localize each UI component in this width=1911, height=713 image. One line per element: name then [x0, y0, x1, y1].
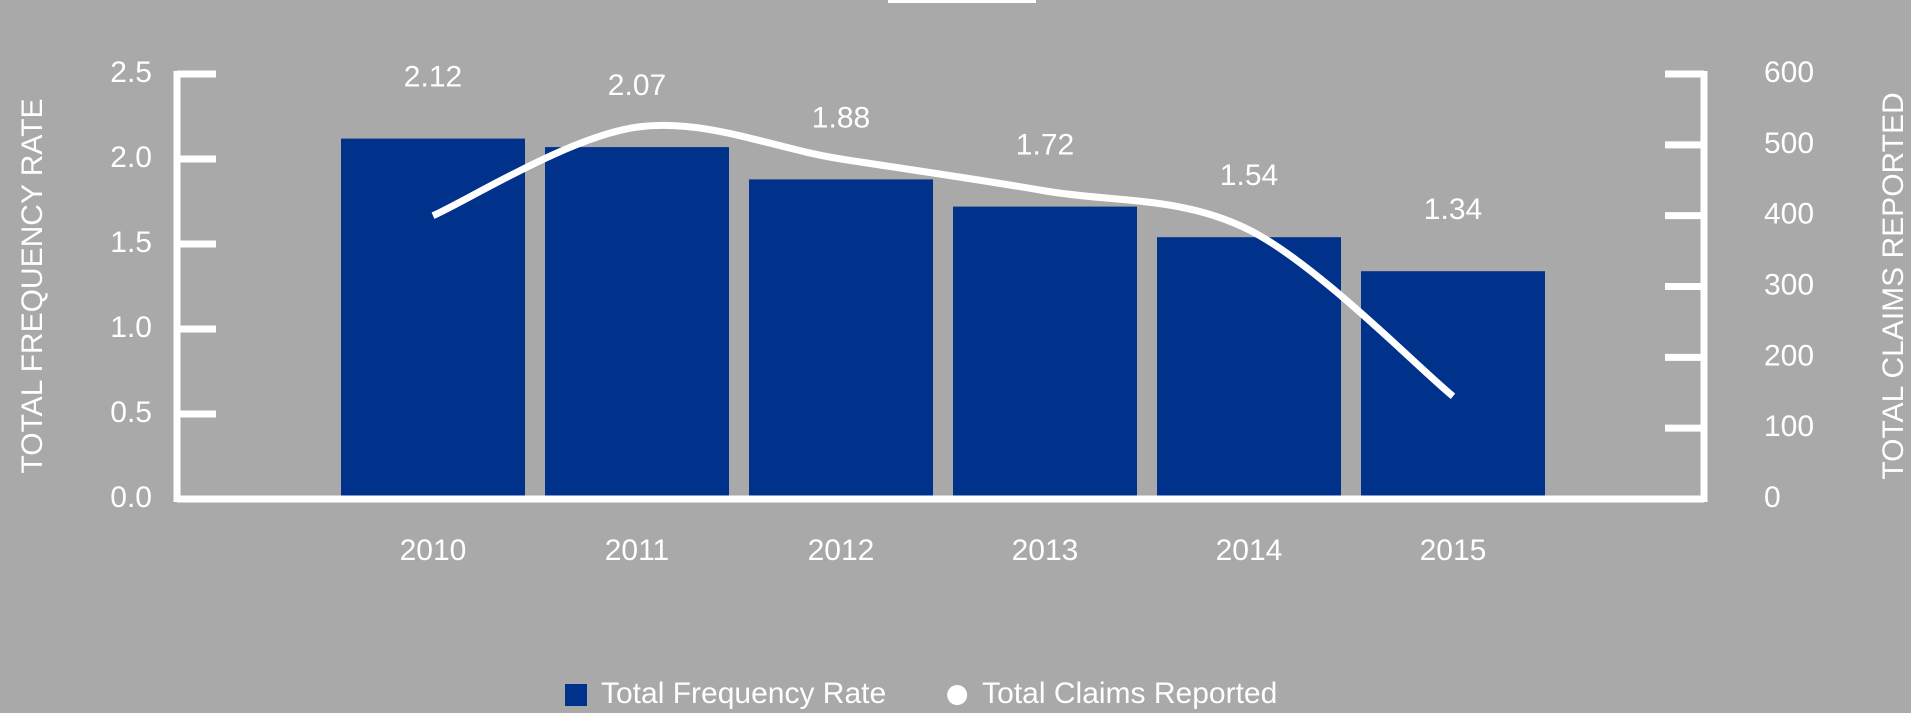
data-label: 2.12	[404, 61, 462, 94]
y-tick-label: 1.0	[110, 311, 152, 344]
y-tick-label: 0.5	[110, 396, 152, 429]
x-tick-label: 2011	[605, 534, 670, 567]
bar	[341, 138, 525, 499]
data-label: 1.34	[1424, 193, 1482, 226]
x-tick-label: 2013	[1012, 534, 1079, 567]
data-label: 1.54	[1220, 159, 1278, 192]
data-label: 1.88	[812, 101, 870, 134]
x-tick-label: 2012	[808, 534, 875, 567]
legend-swatch	[947, 685, 968, 705]
x-tick-label: 2014	[1216, 534, 1283, 567]
y2-tick-label: 200	[1764, 339, 1814, 372]
y2-tick-label: 400	[1764, 198, 1814, 231]
x-tick-label: 2010	[400, 534, 467, 567]
y2-tick-label: 0	[1764, 481, 1781, 514]
x-tick-label: 2015	[1420, 534, 1487, 567]
bar	[1157, 237, 1341, 499]
legend-swatch	[565, 684, 587, 706]
y2-tick-label: 100	[1764, 410, 1814, 443]
y2-axis-label: TOTAL CLAIMS REPORTED	[1877, 92, 1910, 479]
y-tick-label: 2.5	[110, 56, 152, 89]
bar	[1361, 271, 1545, 499]
bar	[953, 206, 1137, 499]
y2-tick-label: 600	[1764, 56, 1814, 89]
y2-tick-label: 500	[1764, 127, 1814, 160]
data-label: 1.72	[1016, 129, 1074, 162]
y-axis-label: TOTAL FREQUENCY RATE	[16, 98, 49, 473]
legend-label: Total Frequency Rate	[601, 677, 886, 710]
data-label: 2.07	[608, 69, 666, 102]
y-tick-label: 0.0	[110, 481, 152, 514]
y-tick-label: 1.5	[110, 226, 152, 259]
line	[431, 121, 1456, 400]
y2-tick-label: 300	[1764, 268, 1814, 301]
bar	[545, 147, 729, 499]
legend-label: Total Claims Reported	[982, 677, 1277, 710]
decoration	[888, 0, 1036, 3]
y-tick-label: 2.0	[110, 141, 152, 174]
bar	[749, 179, 933, 499]
